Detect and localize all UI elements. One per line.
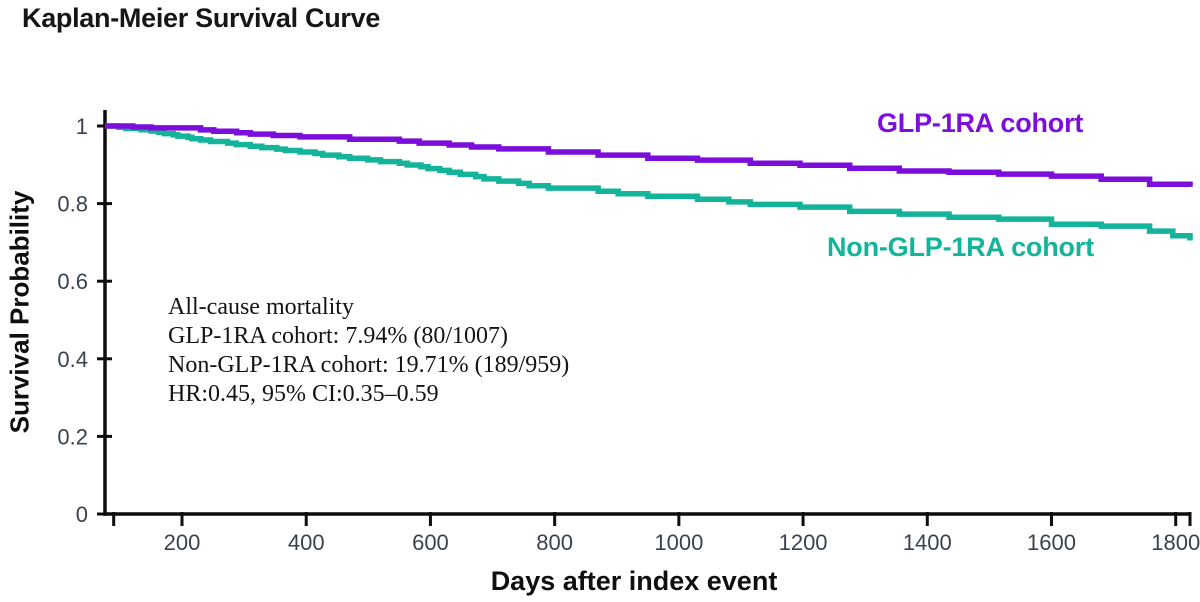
survival-curve-non-glp-1ra-cohort bbox=[105, 123, 1193, 241]
x-tick-label: 1800 bbox=[1151, 530, 1200, 555]
x-tick-label: 1400 bbox=[903, 530, 952, 555]
series-label-non-glp1ra-cohort: Non-GLP-1RA cohort bbox=[827, 232, 1094, 262]
x-tick-label: 1000 bbox=[654, 530, 703, 555]
y-tick-label: 0.6 bbox=[57, 269, 88, 294]
annotation-line-mortality-title: All-cause mortality bbox=[168, 294, 354, 320]
annotation-line-glp1ra-rate: GLP-1RA cohort: 7.94% (80/1007) bbox=[168, 323, 508, 349]
x-tick-label: 600 bbox=[412, 530, 449, 555]
annotation-line-hazard-ratio: HR:0.45, 95% CI:0.35–0.59 bbox=[168, 381, 439, 407]
y-tick-label: 0.2 bbox=[57, 424, 88, 449]
y-tick-label: 0.4 bbox=[57, 347, 88, 372]
y-tick-label: 0.8 bbox=[57, 192, 88, 217]
x-tick-label: 400 bbox=[288, 530, 325, 555]
y-tick-label: 0 bbox=[76, 502, 88, 527]
x-tick-label: 800 bbox=[536, 530, 573, 555]
annotation-line-non-glp1ra-rate: Non-GLP-1RA cohort: 19.71% (189/959) bbox=[168, 352, 570, 378]
stats-annotation: All-cause mortality GLP-1RA cohort: 7.94… bbox=[168, 293, 569, 409]
survival-curve-glp-1ra-cohort bbox=[105, 123, 1193, 187]
y-axis-label: Survival Probability bbox=[4, 190, 35, 434]
x-axis-label: Days after index event bbox=[490, 566, 778, 596]
x-tick-label: 1200 bbox=[779, 530, 828, 555]
y-tick-label: 1 bbox=[76, 114, 88, 139]
chart-title: Kaplan-Meier Survival Curve bbox=[22, 3, 381, 33]
x-tick-label: 200 bbox=[164, 530, 201, 555]
series-label-glp1ra-cohort: GLP-1RA cohort bbox=[877, 108, 1084, 138]
x-tick-label: 1600 bbox=[1027, 530, 1076, 555]
